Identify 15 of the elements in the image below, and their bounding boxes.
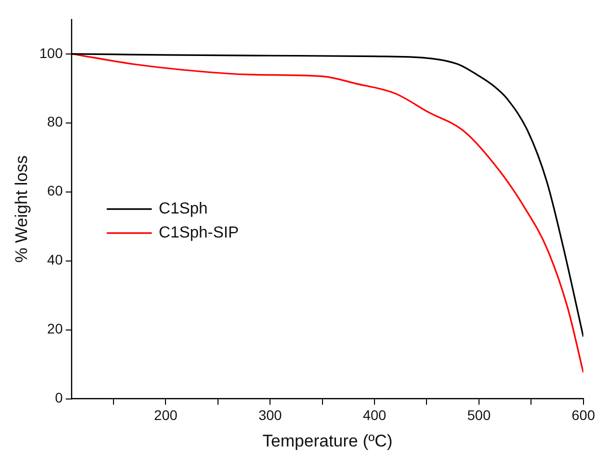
x-axis-title: Temperature (ºC) [262,431,393,450]
y-tick-label: 40 [47,252,63,268]
y-tick-label: 20 [47,320,63,337]
x-tick-label: 500 [467,407,491,424]
y-tick-label: 0 [54,390,63,406]
legend-label: C1Sph-SIP [158,224,239,242]
legend-label: C1Sph [158,200,208,218]
y-axis-title: % Weight loss [12,155,31,263]
y-tick-label: 60 [47,182,63,199]
x-tick-label: 200 [154,407,178,424]
x-tick-label: 300 [258,407,282,424]
x-tick-label: 600 [572,407,596,424]
y-tick-label: 80 [47,114,63,130]
x-tick-label: 400 [362,407,386,424]
y-tick-label: 100 [39,44,63,61]
